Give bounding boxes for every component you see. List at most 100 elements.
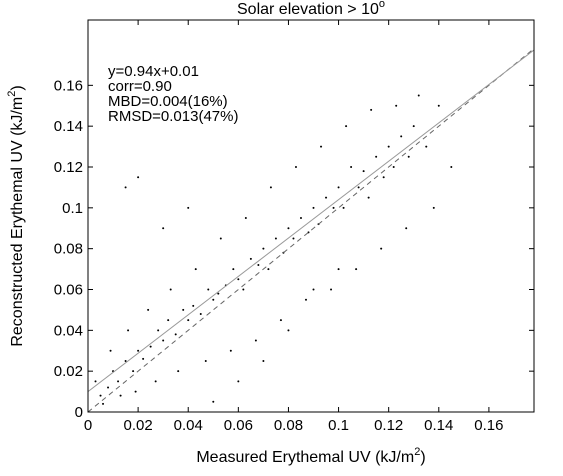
point [287,227,290,230]
point [99,394,102,397]
y-tick-label: 0.1 [62,200,83,217]
y-axis-label: Reconstructed Erythemal UV (kJ/m2) [6,85,26,346]
point [167,319,170,322]
point [244,217,247,220]
y-label-sup: 2 [6,91,18,97]
point [345,125,348,128]
point [162,227,165,230]
y-tick-label: 0.02 [54,363,83,380]
x-label-text: Measured Erythemal UV (kJ/m [196,449,414,466]
point [174,333,177,336]
point [292,237,295,240]
y-tick-label: 0.04 [54,322,83,339]
point [417,94,420,97]
point [400,135,403,138]
point [147,308,150,311]
x-tick-label: 0.08 [274,417,303,434]
point [387,145,390,148]
point [395,104,398,107]
plot-area [88,48,534,412]
point [237,278,240,281]
point [367,196,370,199]
point [149,345,152,348]
point [355,268,358,271]
y-tick-label: 0.14 [54,118,83,135]
fit-line [88,49,534,392]
point [94,380,97,383]
point [212,400,215,403]
point [162,339,165,342]
point [132,370,135,373]
point [117,380,120,383]
point [362,170,365,173]
point [182,308,185,311]
point [102,402,105,405]
point [312,206,315,209]
point [154,380,157,383]
point [232,268,235,271]
point [169,288,172,291]
annotation: corr=0.90 [108,78,172,95]
point [350,166,353,168]
point [370,108,373,111]
point [212,298,215,301]
point [257,264,260,266]
point [425,145,428,148]
point [274,237,277,240]
point [357,186,360,189]
point [432,206,435,209]
point [109,349,112,352]
x-tick-label: 0.16 [474,417,503,434]
annotation: MBD=0.004(16%) [108,93,228,110]
point [375,155,378,158]
y-tick-label: 0.12 [54,159,83,176]
point [157,329,160,332]
x-tick-label: 0.1 [328,417,349,434]
point [137,349,140,352]
point [304,298,307,301]
point [337,186,340,189]
point [320,145,323,148]
point [262,359,265,362]
point [254,339,257,342]
x-tick-label: 0.06 [224,417,253,434]
point [332,206,335,209]
x-tick-label: 0.02 [124,417,153,434]
annotation: RMSD=0.013(47%) [108,108,238,125]
point [187,206,190,209]
point [124,186,127,189]
x-tick-label: 0.12 [374,417,403,434]
point [437,104,440,107]
chart-title: Solar elevation > 10o [237,0,385,18]
annotation: y=0.94x+0.01 [108,63,199,80]
point [242,288,245,291]
point [127,329,130,332]
point [134,390,137,393]
point [177,370,180,373]
point [199,313,202,315]
point [262,247,265,250]
title-sup: o [379,0,385,10]
point [192,304,195,307]
point [137,176,140,179]
x-tick-label: 0 [84,417,92,434]
point [380,247,383,250]
point [330,288,333,291]
y-tick-label: 0.08 [54,241,83,258]
point [187,319,190,322]
x-axis-label: Measured Erythemal UV (kJ/m2) [196,446,425,466]
point [219,237,222,240]
x-label-end: ) [420,449,425,466]
point [392,166,395,168]
point [269,186,272,189]
title-text: Solar elevation > 10 [237,1,379,18]
x-label-sup: 2 [414,446,420,458]
point [124,359,127,362]
point [204,359,207,362]
point [450,166,453,168]
point [237,380,240,383]
point [107,386,110,389]
x-tick-label: 0.04 [174,417,203,434]
